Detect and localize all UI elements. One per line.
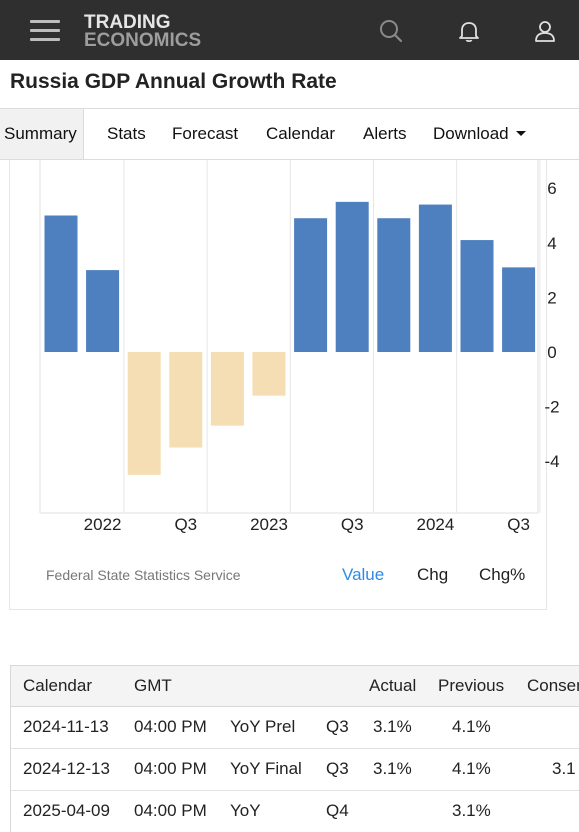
row-time: 04:00 PM bbox=[134, 759, 207, 778]
bar-2024-q1 bbox=[418, 204, 452, 352]
tab-stats-label: Stats bbox=[107, 124, 146, 143]
row-previous: 3.1% bbox=[452, 801, 491, 820]
bar-2022-q4 bbox=[210, 352, 244, 426]
calendar-table: Calendar GMT Actual Previous Consensus 2… bbox=[10, 665, 579, 832]
y-tick-label: 2 bbox=[547, 288, 556, 307]
search-icon[interactable] bbox=[378, 18, 404, 44]
bar-2021-q4 bbox=[44, 215, 78, 352]
col-calendar: Calendar bbox=[23, 676, 92, 695]
col-previous: Previous bbox=[438, 676, 505, 695]
x-tick-label: Q3 bbox=[341, 515, 364, 534]
bar-2023-q2 bbox=[294, 218, 328, 352]
x-tick-label: 2024 bbox=[416, 515, 454, 534]
chart-source[interactable]: Federal State Statistics Service bbox=[46, 567, 241, 583]
row-date: 2024-11-13 bbox=[23, 717, 109, 736]
tab-stats[interactable]: Stats bbox=[107, 109, 146, 159]
bar-2023-q3 bbox=[335, 201, 369, 352]
tab-download-label: Download bbox=[433, 124, 509, 143]
table-header: Calendar GMT Actual Previous Consensus bbox=[11, 666, 579, 707]
x-tick-label: 2022 bbox=[84, 515, 122, 534]
mode-chg[interactable]: Chg bbox=[417, 565, 449, 584]
tab-alerts[interactable]: Alerts bbox=[363, 109, 406, 159]
bar-2024-q2 bbox=[460, 240, 494, 352]
logo-line-1: TRADING bbox=[84, 12, 171, 33]
table-row[interactable]: 2024-11-13 04:00 PM YoY Prel Q3 3.1% 4.1… bbox=[11, 707, 579, 749]
bar-2023-q4 bbox=[377, 218, 411, 352]
col-actual: Actual bbox=[369, 676, 417, 695]
chevron-down-icon bbox=[515, 131, 526, 136]
user-icon[interactable] bbox=[532, 18, 558, 44]
row-period: Q4 bbox=[326, 801, 349, 820]
row-consensus: 3.1 bbox=[552, 759, 576, 778]
tab-calendar[interactable]: Calendar bbox=[266, 109, 335, 159]
page-title: Russia GDP Annual Growth Rate bbox=[10, 70, 337, 93]
tab-bar: Summary Stats Forecast Calendar Alerts D… bbox=[0, 108, 579, 160]
row-period: Q3 bbox=[326, 717, 349, 736]
gdp-growth-chart: 6 4 2 0 -2 -4 2022 Q3 2023 Q3 2024 Q3 bbox=[39, 160, 560, 534]
row-actual: 3.1% bbox=[373, 759, 412, 778]
bar-2022-q2 bbox=[127, 352, 161, 475]
x-tick-label: Q3 bbox=[507, 515, 530, 534]
logo[interactable]: TRADING ECONOMICS bbox=[84, 12, 202, 51]
tab-forecast-label: Forecast bbox=[172, 124, 239, 143]
table-row[interactable]: 2024-12-13 04:00 PM YoY Final Q3 3.1% 4.… bbox=[11, 749, 579, 791]
row-date: 2025-04-09 bbox=[23, 801, 110, 820]
table-row[interactable]: 2025-04-09 04:00 PM YoY Q4 3.1% bbox=[11, 791, 579, 832]
row-previous: 4.1% bbox=[452, 717, 491, 736]
y-tick-label: 6 bbox=[547, 179, 556, 198]
col-consensus: Consensus bbox=[527, 676, 579, 695]
row-time: 04:00 PM bbox=[134, 801, 207, 820]
bell-icon[interactable] bbox=[456, 18, 482, 44]
tab-alerts-label: Alerts bbox=[363, 124, 407, 143]
y-tick-label: 4 bbox=[547, 234, 556, 253]
menu-icon[interactable] bbox=[30, 20, 60, 42]
row-previous: 4.1% bbox=[452, 759, 491, 778]
row-period: Q3 bbox=[326, 759, 349, 778]
y-tick-label: -4 bbox=[544, 452, 559, 471]
chart-panel bbox=[9, 160, 547, 610]
bar-2023-q1 bbox=[252, 352, 286, 396]
row-date: 2024-12-13 bbox=[23, 759, 110, 778]
top-bar: TRADING ECONOMICS bbox=[0, 0, 579, 60]
mode-value[interactable]: Value bbox=[342, 565, 385, 584]
tab-summary[interactable]: Summary bbox=[0, 109, 84, 159]
row-event: YoY Final bbox=[230, 759, 302, 778]
tab-download[interactable]: Download bbox=[433, 109, 526, 159]
logo-line-2: ECONOMICS bbox=[84, 30, 202, 51]
tab-calendar-label: Calendar bbox=[266, 124, 335, 143]
bar-2022-q1 bbox=[86, 270, 120, 352]
row-event: YoY bbox=[230, 801, 261, 820]
row-actual: 3.1% bbox=[373, 717, 412, 736]
tab-summary-label: Summary bbox=[4, 124, 77, 143]
tab-forecast[interactable]: Forecast bbox=[172, 109, 238, 159]
x-tick-label: 2023 bbox=[250, 515, 288, 534]
y-tick-label: 0 bbox=[547, 343, 556, 362]
mode-chg-percent[interactable]: Chg% bbox=[479, 565, 526, 584]
col-gmt: GMT bbox=[134, 676, 172, 695]
y-tick-label: -2 bbox=[544, 398, 559, 417]
row-time: 04:00 PM bbox=[134, 717, 207, 736]
bar-2022-q3 bbox=[169, 352, 203, 448]
bar-2024-q3 bbox=[502, 267, 536, 352]
row-event: YoY Prel bbox=[230, 717, 296, 736]
x-tick-label: Q3 bbox=[174, 515, 197, 534]
